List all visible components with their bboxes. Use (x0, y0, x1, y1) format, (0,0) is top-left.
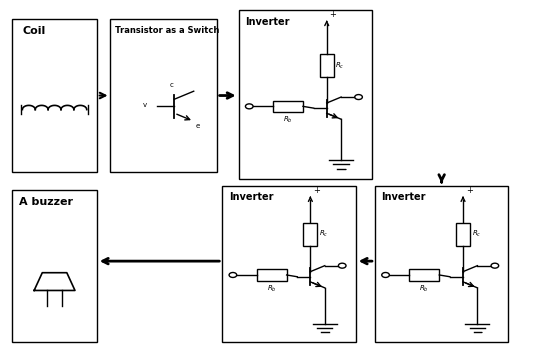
Bar (12, 190, 97, 342)
Bar (375, 186, 509, 342)
Text: Transistor as a Switch: Transistor as a Switch (115, 26, 219, 35)
Text: $R_c$: $R_c$ (472, 229, 481, 239)
Bar (222, 186, 356, 342)
Bar (303, 223, 317, 246)
Text: v: v (142, 102, 147, 108)
Circle shape (339, 263, 346, 268)
Text: Inverter: Inverter (381, 193, 426, 203)
Circle shape (246, 104, 253, 109)
Text: $R_c$: $R_c$ (319, 229, 329, 239)
Text: A buzzer: A buzzer (19, 197, 73, 207)
Text: e: e (196, 123, 200, 129)
Text: Coil: Coil (22, 26, 45, 36)
Text: -: - (327, 328, 330, 337)
Text: $R_c$: $R_c$ (335, 61, 345, 71)
Bar (456, 223, 470, 246)
Bar (273, 101, 303, 112)
Bar (256, 269, 287, 281)
Bar (238, 10, 372, 179)
Text: +: + (466, 186, 472, 195)
Text: +: + (329, 10, 336, 19)
Text: $R_b$: $R_b$ (283, 115, 293, 125)
Text: Inverter: Inverter (245, 17, 289, 26)
Text: $R_b$: $R_b$ (267, 284, 277, 294)
Text: +: + (313, 186, 320, 195)
Bar (409, 269, 439, 281)
Text: -: - (480, 328, 483, 337)
Bar (111, 19, 217, 172)
Bar (319, 54, 334, 77)
Circle shape (229, 272, 237, 277)
Bar (12, 19, 97, 172)
Circle shape (355, 95, 362, 100)
Circle shape (382, 272, 390, 277)
Text: -: - (343, 165, 346, 174)
Circle shape (491, 263, 499, 268)
Text: $R_b$: $R_b$ (419, 284, 429, 294)
Text: Inverter: Inverter (229, 193, 273, 203)
Text: c: c (170, 82, 174, 88)
